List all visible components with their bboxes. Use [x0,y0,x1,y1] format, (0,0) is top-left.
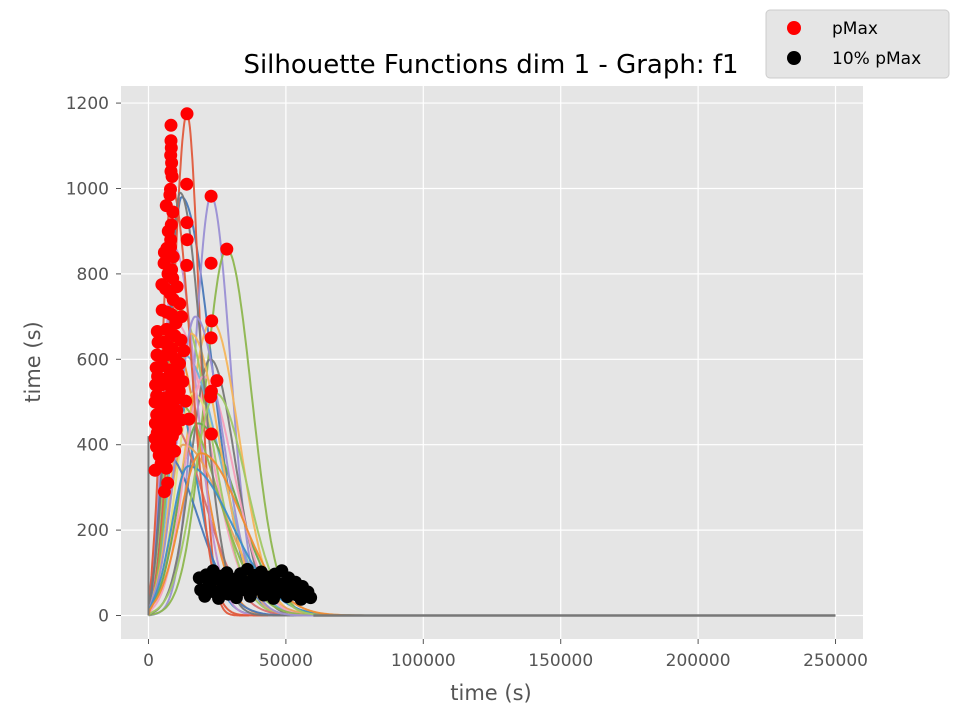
pmax-point-41 [169,316,183,330]
ten-pct-pmax-point-53 [218,575,232,589]
x-tick-label: 50000 [259,651,313,671]
y-axis-label: time (s) [21,321,45,402]
pmax-point-75 [204,390,218,404]
ten-pct-pmax-point-46 [269,575,283,589]
legend: pMax 10% pMax [765,9,950,79]
pmax-point-8 [180,177,194,191]
pmax-point-52 [177,344,191,358]
pmax-point-65 [210,374,224,388]
x-tick-label: 100000 [391,651,456,671]
pmax-point-1 [164,118,178,132]
ten-pct-pmax-point-41 [304,591,318,605]
legend-box [765,9,950,79]
pmax-point-35 [173,297,187,311]
plot-area [121,86,863,639]
pmax-point-14 [180,216,194,230]
x-tick-label: 250000 [803,651,868,671]
pmax-point-10 [204,189,218,203]
x-axis-ticks: 0 50000 100000 150000 200000 250000 [143,639,868,671]
x-axis-label: time (s) [450,681,531,705]
pmax-point-11 [163,188,177,202]
legend-label-10pct-pmax: 10% pMax [832,49,921,69]
pmax-point-21 [220,242,234,256]
ten-pct-pmax-point-54 [287,584,301,598]
ten-pct-pmax-point-55 [201,584,215,598]
x-tick-label: 0 [143,651,154,671]
pmax-point-105 [157,485,171,499]
pmax-point-40 [205,314,219,328]
legend-label-pmax: pMax [832,19,878,39]
ten-pct-pmax-point-49 [232,582,246,596]
pmax-point-103 [159,461,173,475]
pmax-point-7 [165,170,179,183]
chart-title: Silhouette Functions dim 1 - Graph: f1 [243,50,738,80]
x-tick-label: 200000 [666,651,731,671]
pmax-point-84 [182,412,196,426]
pmax-point-74 [179,394,193,408]
y-tick-label: 600 [77,350,109,370]
x-tick-label: 150000 [528,651,593,671]
legend-marker-pmax [787,21,801,35]
y-tick-label: 1200 [66,94,109,114]
ten-pct-pmax-point-50 [260,585,274,599]
ten-pct-pmax-point-51 [273,585,287,599]
pmax-point-92 [204,427,218,441]
pmax-point-23 [166,250,180,264]
ten-pct-pmax-point-52 [246,584,260,598]
points-layer [148,107,318,606]
y-axis-ticks: 0 200 400 600 800 1000 1200 [66,94,121,627]
y-tick-label: 800 [77,265,109,285]
y-tick-label: 200 [77,521,109,541]
pmax-point-18 [180,233,194,247]
pmax-point-64 [176,375,190,388]
legend-marker-10pct-pmax [787,51,801,65]
pmax-point-13 [166,205,180,219]
y-tick-label: 1000 [66,179,109,199]
pmax-point-24 [204,256,218,270]
y-tick-label: 0 [98,607,109,627]
pmax-point-46 [174,333,188,347]
pmax-point-0 [180,107,194,121]
grid [121,86,863,639]
pmax-point-56 [173,357,186,371]
pmax-point-53 [150,348,164,362]
pmax-point-67 [155,378,169,392]
pmax-point-26 [180,258,194,272]
pmax-point-47 [204,331,218,345]
pmax-point-102 [148,463,162,477]
y-tick-label: 400 [77,436,109,456]
